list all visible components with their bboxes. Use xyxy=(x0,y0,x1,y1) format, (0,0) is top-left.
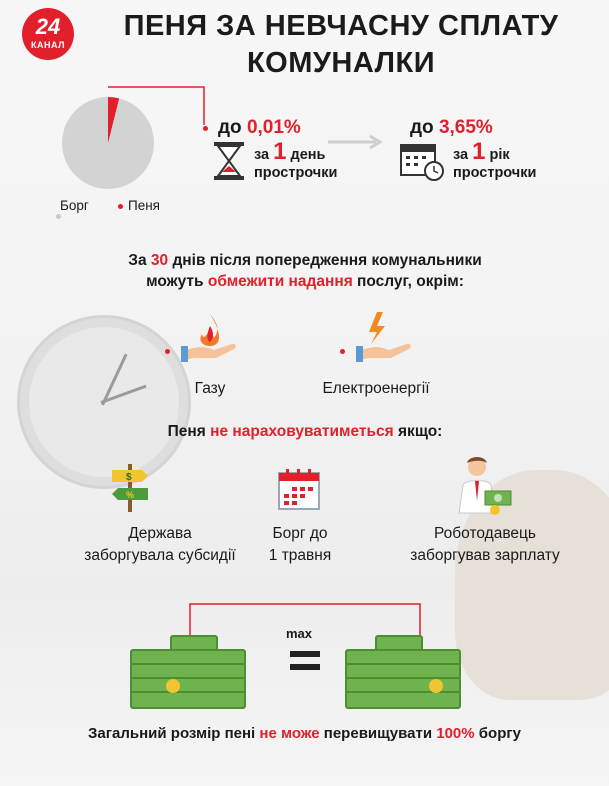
money-stack-right xyxy=(345,635,465,709)
yearly-period: за 1 рік прострочки xyxy=(453,138,537,182)
restriction-text: За 30 днів після попередження комунальни… xyxy=(128,252,482,290)
channel-logo: 24 КАНАЛ xyxy=(22,8,74,60)
equals-top xyxy=(290,651,320,657)
svg-text:$: $ xyxy=(126,472,132,483)
equals-bottom xyxy=(290,664,320,670)
calendar-icon xyxy=(278,469,320,510)
gas-hand-icon xyxy=(181,314,236,362)
legend-penalty-dot xyxy=(118,204,123,209)
legend-penalty: Пеня xyxy=(128,198,160,213)
no-penalty-heading: Пеня не нараховуватиметься якщо: xyxy=(167,423,443,440)
max-footer-text: Загальний розмір пені не може перевищува… xyxy=(88,725,521,742)
may-debt-label: Борг до 1 травня xyxy=(268,525,332,564)
electricity-label: Електроенергії xyxy=(322,380,430,397)
signpost-icon: $ % xyxy=(112,464,148,512)
daily-period: за 1 день прострочки xyxy=(254,138,338,182)
alarm-clock-icon xyxy=(20,318,188,486)
legend-debt: Борг xyxy=(60,198,89,213)
debt-penalty-pie xyxy=(62,97,154,189)
max-label: max xyxy=(286,626,313,641)
salary-label: Роботодавець заборгував зарплату xyxy=(410,525,560,564)
yearly-rate: до 3,65% xyxy=(410,117,493,138)
max-bracket xyxy=(189,603,421,638)
legend-debt-dot xyxy=(56,214,61,219)
daily-rate: до 0,01% xyxy=(218,117,301,138)
subsidy-label: Держава заборгувала субсидії xyxy=(84,525,236,564)
pie-connector xyxy=(108,86,205,125)
calendar-clock-icon xyxy=(400,144,444,181)
hourglass-icon xyxy=(214,142,244,180)
electricity-hand-icon xyxy=(356,312,411,362)
connector-dot xyxy=(203,126,208,131)
arrow-right-icon xyxy=(328,134,383,150)
page-title: ПЕНЯ ЗА НЕВЧАСНУ СПЛАТУ КОМУНАЛКИ xyxy=(123,10,559,79)
electricity-dot xyxy=(340,349,345,354)
gas-label: Газу xyxy=(194,380,226,397)
svg-text:%: % xyxy=(126,490,134,500)
employer-money-icon xyxy=(458,457,512,515)
gas-dot xyxy=(165,349,170,354)
money-stack-left xyxy=(130,635,250,709)
